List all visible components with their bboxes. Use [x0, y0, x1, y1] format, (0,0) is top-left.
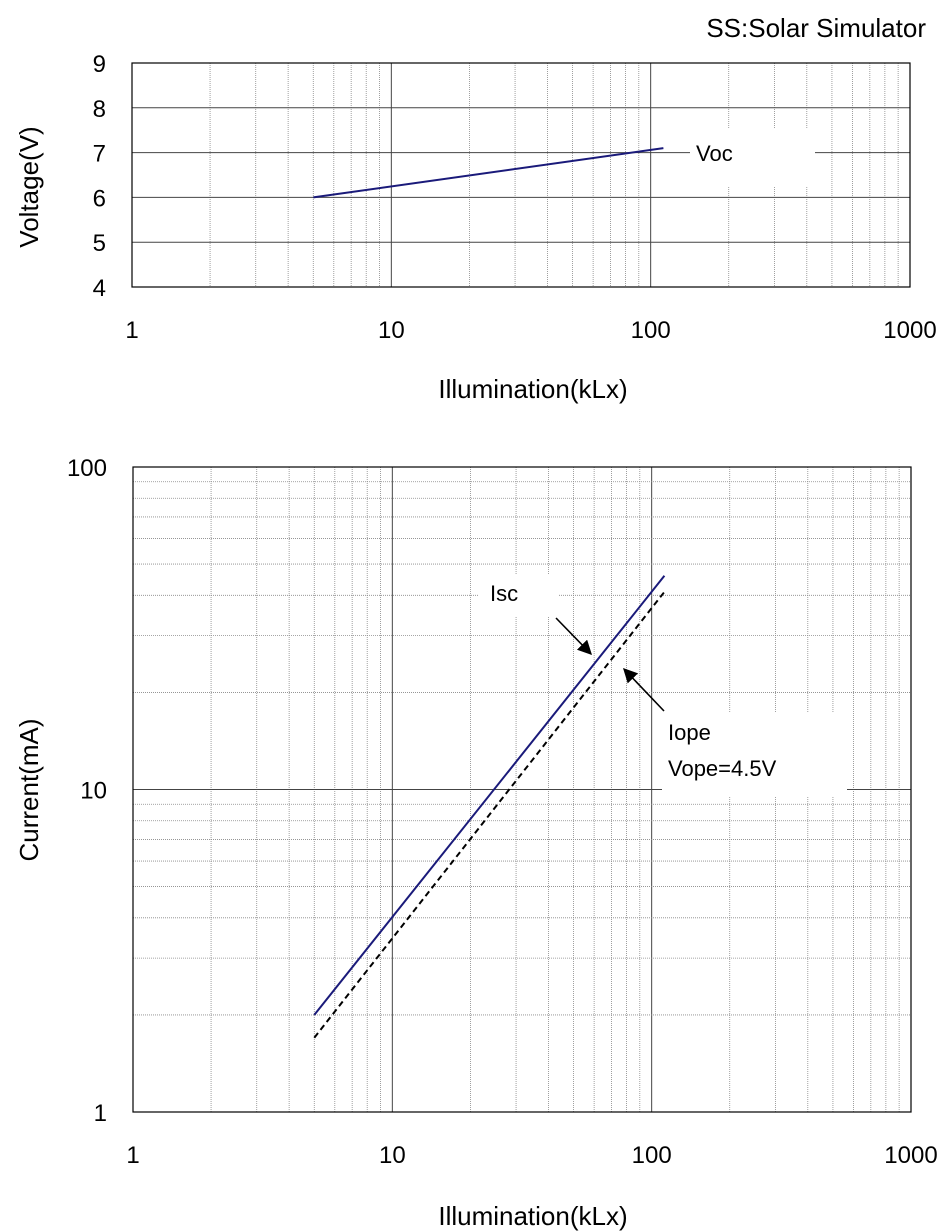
current-x-tick-label: 100 [632, 1142, 672, 1169]
current-y-tick-label: 100 [67, 455, 107, 482]
voltage-plot-frame [131, 62, 911, 288]
current-plot-frame [132, 466, 912, 1113]
voltage-y-tick-label: 5 [93, 230, 106, 257]
isc-label-box [478, 574, 558, 616]
voltage-y-tick-label: 6 [93, 185, 106, 212]
series-line-iope [313, 591, 666, 1039]
current-x-ticks: 1 10 100 1000 [126, 1142, 937, 1169]
current-chart: 1 10 100 1 10 100 1000 Isc Iope Vope=4.5V Cur… [14, 455, 938, 1231]
vope-label: Vope=4.5V [668, 756, 777, 781]
isc-label: Isc [490, 581, 518, 606]
voltage-chart: 4 5 6 7 8 9 1 10 100 1000 Voc Voltage(V) Illumin… [14, 51, 937, 404]
simulator-note: SS:Solar Simulator [706, 13, 926, 43]
voc-label-box [690, 128, 815, 186]
voltage-y-tick-label: 9 [93, 51, 106, 78]
current-y-tick-label: 10 [80, 778, 107, 805]
voltage-y-tick-label: 4 [93, 275, 106, 302]
voltage-x-tick-label: 10 [378, 317, 405, 344]
voltage-series [313, 147, 664, 199]
current-x-tick-label: 1000 [884, 1142, 937, 1169]
voltage-x-axis-label: Illumination(kLx) [438, 374, 627, 404]
voltage-y-ticks: 4 5 6 7 8 9 [93, 51, 106, 302]
voc-label: Voc [696, 141, 733, 166]
voltage-y-tick-label: 8 [93, 96, 106, 123]
voltage-x-ticks: 1 10 100 1000 [125, 317, 936, 344]
current-x-tick-label: 1 [126, 1142, 139, 1169]
current-x-axis-label: Illumination(kLx) [438, 1201, 627, 1231]
iope-label: Iope [668, 720, 711, 745]
iope-arrow [623, 667, 665, 712]
voltage-x-tick-label: 1000 [883, 317, 936, 344]
iope-label-box [662, 712, 847, 796]
voltage-y-tick-label: 7 [93, 141, 106, 168]
current-x-tick-label: 10 [379, 1142, 406, 1169]
isc-arrow [555, 617, 593, 656]
current-y-tick-label: 1 [94, 1100, 107, 1127]
current-series [313, 575, 666, 1039]
voltage-grid [132, 63, 910, 287]
current-y-ticks: 1 10 100 [67, 455, 107, 1127]
voltage-x-tick-label: 1 [125, 317, 138, 344]
current-y-axis-label: Current(mA) [14, 718, 44, 861]
series-line-isc [313, 575, 666, 1016]
voltage-y-axis-label: Voltage(V) [14, 126, 44, 247]
series-line-voc [313, 147, 664, 199]
voltage-x-tick-label: 100 [631, 317, 671, 344]
